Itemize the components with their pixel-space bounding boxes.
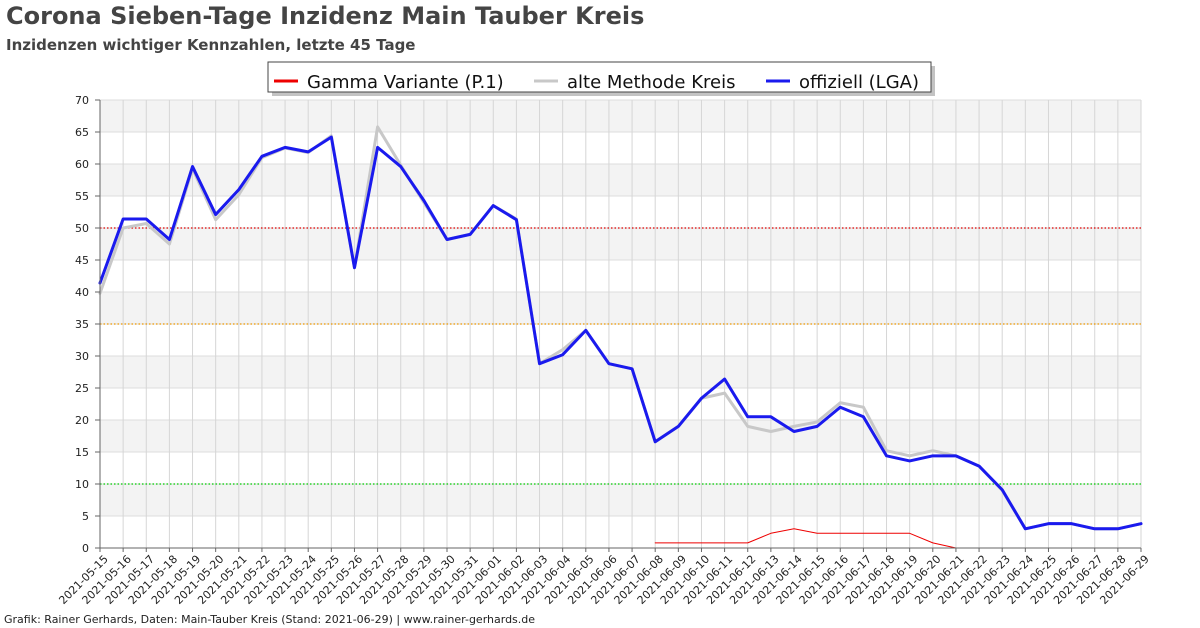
grid-band (100, 100, 1141, 132)
legend-label: offiziell (LGA) (799, 72, 919, 93)
grid-band (100, 292, 1141, 324)
y-tick-label: 65 (75, 126, 89, 139)
x-axis-ticks: 2021-05-152021-05-162021-05-172021-05-18… (56, 548, 1152, 607)
y-tick-label: 0 (82, 542, 89, 555)
legend-box (267, 61, 932, 93)
y-tick-label: 15 (75, 446, 89, 459)
legend-label: Gamma Variante (P.1) (307, 72, 504, 93)
y-tick-label: 55 (75, 190, 89, 203)
grid-band (100, 356, 1141, 388)
y-tick-label: 20 (75, 414, 89, 427)
grid-band (100, 164, 1141, 196)
series-line-0 (654, 528, 957, 549)
y-tick-label: 10 (75, 478, 89, 491)
y-tick-label: 70 (75, 94, 89, 107)
plot-grid (99, 99, 1142, 549)
y-tick-label: 25 (75, 382, 89, 395)
y-tick-label: 45 (75, 254, 89, 267)
y-axis-ticks: 0 5 10 15 20 25 30 35 40 45 50 55 60 65 70 (75, 94, 100, 555)
plot-bands (100, 100, 1141, 516)
grid-band (100, 420, 1141, 452)
series-lines (98, 125, 1143, 549)
y-tick-label: 35 (75, 318, 89, 331)
y-tick-label: 50 (75, 222, 89, 235)
y-tick-label: 30 (75, 350, 89, 363)
footer-credit: Grafik: Rainer Gerhards, Daten: Main-Tau… (4, 613, 536, 626)
chart-subtitle: Inzidenzen wichtiger Kennzahlen, letzte … (6, 36, 416, 54)
legend-label: alte Methode Kreis (567, 72, 735, 93)
chart-title: Corona Sieben-Tage Inzidenz Main Tauber … (6, 2, 645, 30)
y-tick-label: 40 (75, 286, 89, 299)
y-tick-label: 5 (82, 510, 89, 523)
legend: Gamma Variante (P.1) alte Methode Kreis of… (267, 61, 935, 96)
grid-band (100, 484, 1141, 516)
grid-band (100, 228, 1141, 260)
series-line-2 (98, 135, 1143, 531)
y-tick-label: 60 (75, 158, 89, 171)
